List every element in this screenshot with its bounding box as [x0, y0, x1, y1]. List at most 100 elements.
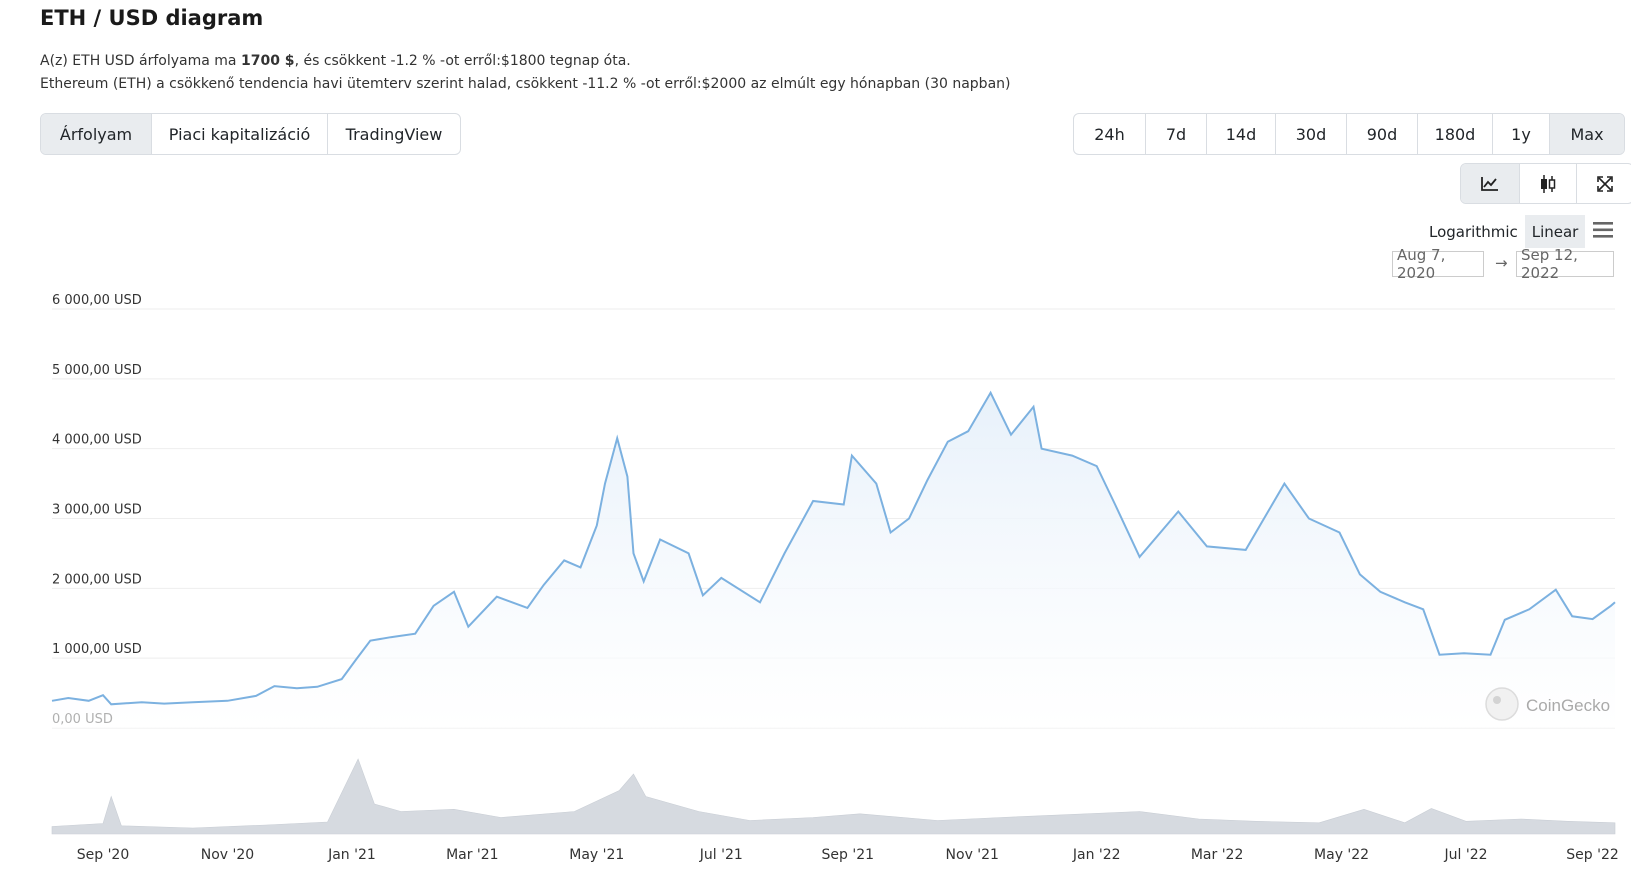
price-point — [989, 391, 993, 395]
range-7d-button[interactable]: 7d — [1145, 114, 1206, 154]
price-point — [1609, 604, 1613, 608]
price-point — [562, 558, 566, 562]
range-90d-button[interactable]: 90d — [1346, 114, 1417, 154]
price-point — [1613, 600, 1617, 604]
y-tick-label: 1 000,00 USD — [52, 642, 142, 657]
range-1y-button[interactable]: 1y — [1492, 114, 1549, 154]
price-point — [1282, 482, 1286, 486]
tab-tradingview[interactable]: TradingView — [327, 114, 460, 154]
price-point — [432, 604, 436, 608]
x-tick-label: Sep '22 — [1566, 847, 1619, 863]
price-point — [1378, 590, 1382, 594]
description-suffix: , és csökkent -1.2 % -ot erről:$1800 teg… — [294, 53, 631, 69]
price-point — [66, 696, 70, 700]
price-point — [254, 694, 258, 698]
price-area-fill — [52, 392, 1615, 728]
price-point — [615, 436, 619, 440]
price-point — [603, 482, 607, 486]
y-tick-label: 3 000,00 USD — [52, 503, 142, 518]
price-point — [1113, 503, 1117, 507]
description-line-1: A(z) ETH USD árfolyama ma 1700 $, és csö… — [40, 50, 1010, 73]
price-point — [413, 632, 417, 636]
price-point — [1358, 572, 1362, 576]
line-chart-icon — [1481, 176, 1498, 191]
x-tick-label: Jul '22 — [1444, 847, 1488, 863]
candlestick-button[interactable] — [1519, 164, 1576, 203]
range-14d-button[interactable]: 14d — [1206, 114, 1275, 154]
coingecko-logo-eye — [1493, 696, 1501, 704]
price-point — [850, 454, 854, 458]
price-point — [101, 693, 105, 697]
price-point — [1032, 405, 1036, 409]
price-point — [907, 517, 911, 521]
price-point — [719, 576, 723, 580]
candlestick-icon — [1541, 174, 1556, 193]
description-line-2: Ethereum (ETH) a csökkenő tendencia havi… — [40, 76, 1011, 92]
price-point — [1205, 544, 1209, 548]
price-point — [1462, 651, 1466, 655]
x-tick-label: Nov '21 — [946, 847, 999, 863]
price-point — [1009, 433, 1013, 437]
price-point — [1070, 454, 1074, 458]
price-point — [452, 590, 456, 594]
tab-piaci-kapitalizacio[interactable]: Piaci kapitalizáció — [151, 114, 327, 154]
scale-toggle: Logarithmic Linear — [1422, 215, 1586, 248]
line-chart-button[interactable] — [1461, 164, 1519, 203]
price-point — [946, 440, 950, 444]
price-point — [542, 583, 546, 587]
price-description: A(z) ETH USD árfolyama ma 1700 $, és csö… — [40, 50, 1010, 96]
price-point — [579, 565, 583, 569]
price-point — [1403, 600, 1407, 604]
chart-type-selector — [1460, 163, 1631, 204]
y-tick-label: 4 000,00 USD — [52, 433, 142, 448]
range-30d-button[interactable]: 30d — [1275, 114, 1346, 154]
coingecko-watermark-text: CoinGecko — [1526, 696, 1610, 715]
price-point — [642, 579, 646, 583]
price-point — [140, 700, 144, 704]
x-axis: Sep '20 Nov '20 Jan '21 Mar '21 May '21 Jul '… — [77, 847, 1619, 863]
date-range-arrow: → — [1495, 254, 1508, 272]
x-tick-label: Sep '20 — [77, 847, 130, 863]
price-point — [701, 593, 705, 597]
linear-button[interactable]: Linear — [1524, 215, 1586, 248]
y-tick-label: 5 000,00 USD — [52, 363, 142, 378]
x-tick-label: Jan '21 — [327, 847, 376, 863]
x-tick-label: Jan '22 — [1072, 847, 1121, 863]
price-point — [842, 503, 846, 507]
price-point — [272, 684, 276, 688]
range-max-button[interactable]: Max — [1549, 114, 1624, 154]
x-tick-label: Mar '22 — [1191, 847, 1244, 863]
price-point — [874, 482, 878, 486]
coingecko-watermark: CoinGecko — [1485, 687, 1610, 721]
range-180d-button[interactable]: 180d — [1417, 114, 1492, 154]
price-point — [1176, 510, 1180, 514]
logarithmic-button[interactable]: Logarithmic — [1429, 222, 1518, 241]
price-point — [1095, 464, 1099, 468]
page-title: ETH / USD diagram — [40, 6, 264, 30]
fullscreen-button[interactable] — [1576, 164, 1631, 203]
x-tick-label: May '21 — [569, 847, 624, 863]
price-point — [625, 475, 629, 479]
hamburger-menu-icon[interactable] — [1592, 220, 1614, 240]
price-point — [368, 639, 372, 643]
x-tick-label: Nov '20 — [201, 847, 254, 863]
x-tick-label: May '22 — [1314, 847, 1369, 863]
price-point — [1489, 653, 1493, 657]
price-point — [226, 699, 230, 703]
price-point — [87, 699, 91, 703]
range-24h-button[interactable]: 24h — [1094, 124, 1125, 144]
price-point — [354, 658, 358, 662]
price-point — [889, 531, 893, 535]
price-point — [495, 595, 499, 599]
price-point — [191, 700, 195, 704]
description-prefix: A(z) ETH USD árfolyama ma — [40, 53, 241, 69]
tab-arfolyam[interactable]: Árfolyam — [41, 114, 151, 154]
price-point — [1591, 617, 1595, 621]
time-range-selector: 24h 7d 14d 30d 90d 180d 1y Max — [1073, 113, 1625, 155]
coingecko-logo-icon — [1485, 687, 1519, 721]
price-point — [658, 538, 662, 542]
price-point — [1338, 531, 1342, 535]
x-tick-label: Jul '21 — [699, 847, 743, 863]
price-line — [51, 390, 1616, 706]
